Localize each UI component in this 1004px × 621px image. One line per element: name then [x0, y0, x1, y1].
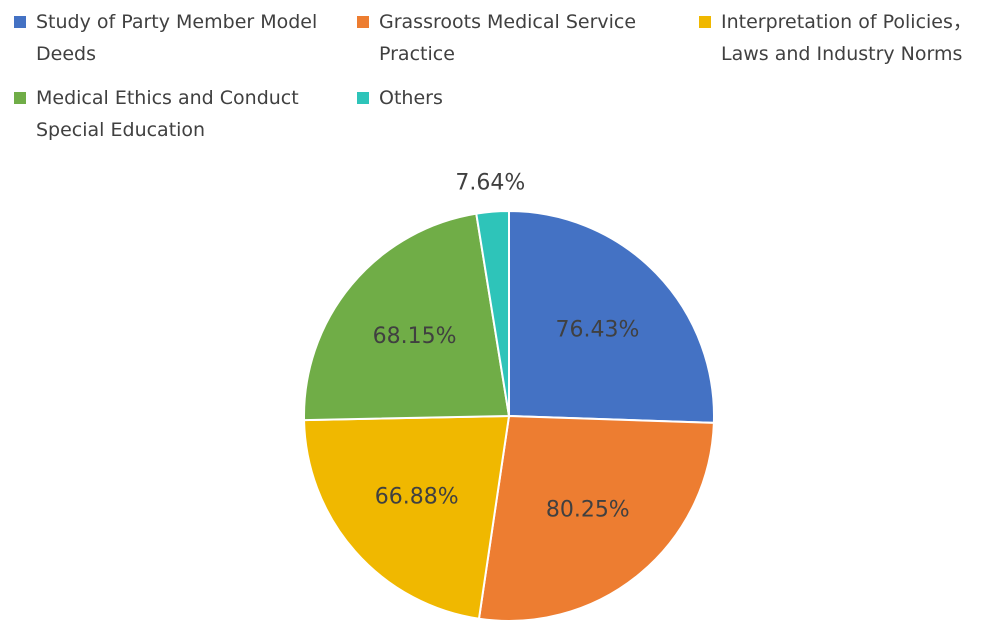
legend-label: Interpretation of Policies，Laws and Indu… — [721, 11, 972, 65]
legend-item: Grassroots Medical Service Practice — [355, 6, 679, 70]
legend-swatch — [14, 16, 26, 28]
legend-label: Medical Ethics and Conduct Special Educa… — [36, 87, 299, 141]
pie-slice — [303, 212, 511, 422]
pie-slice — [508, 209, 715, 424]
pie-slice — [475, 209, 510, 417]
legend-item: Interpretation of Policies，Laws and Indu… — [697, 6, 1004, 70]
data-label: 76.43% — [555, 317, 639, 342]
legend-item: Others — [355, 82, 679, 114]
data-label: 7.64% — [455, 171, 525, 196]
legend-label: Others — [379, 87, 443, 109]
legend-item: Medical Ethics and Conduct Special Educa… — [12, 82, 336, 146]
data-label: 80.25% — [546, 497, 630, 522]
data-label: 66.88% — [375, 484, 459, 509]
legend-swatch — [357, 16, 369, 28]
legend-label: Study of Party Member Model Deeds — [36, 11, 318, 65]
legend-swatch — [14, 92, 26, 104]
legend-item: Study of Party Member Model Deeds — [12, 6, 336, 70]
pie-slice — [303, 414, 511, 620]
legend-swatch — [357, 92, 369, 104]
legend-swatch — [699, 16, 711, 28]
data-label: 68.15% — [373, 324, 457, 349]
legend-label: Grassroots Medical Service Practice — [379, 11, 637, 65]
